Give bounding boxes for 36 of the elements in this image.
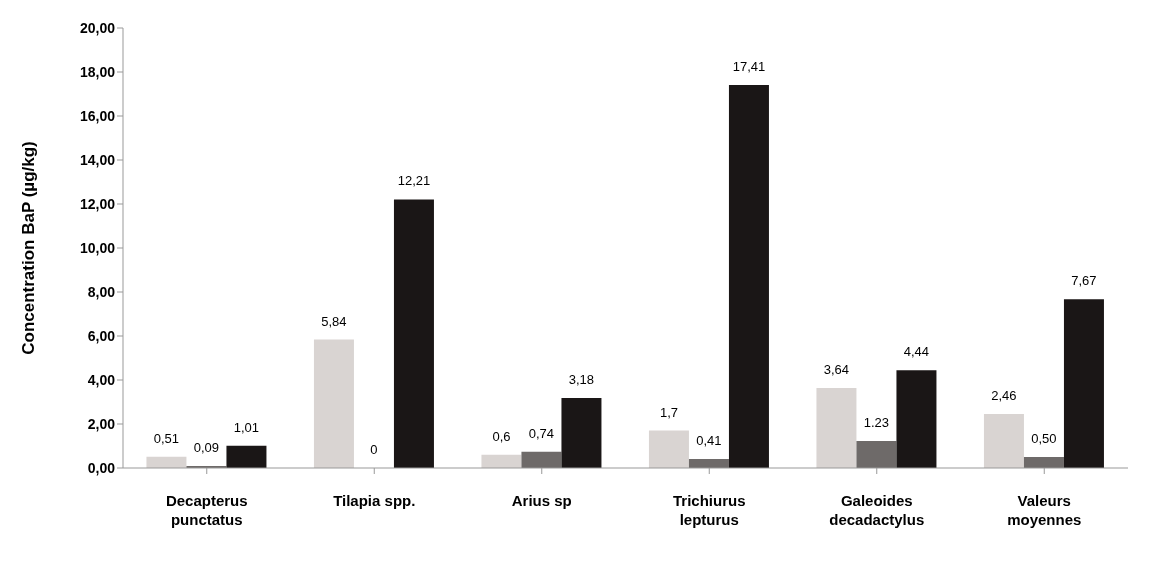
y-tick-label: 10,00 (79, 239, 116, 256)
data-label: 3,18 (568, 372, 595, 388)
data-label: 3,64 (823, 361, 850, 377)
data-label: 1.23 (863, 414, 890, 430)
y-tick-label: 4,00 (87, 371, 116, 388)
x-tick-label: Decapterus punctatus (165, 492, 248, 528)
y-tick-label: 14,00 (79, 151, 116, 168)
y-tick-label: 0,00 (87, 459, 116, 476)
y-tick-label: 16,00 (79, 107, 116, 124)
data-label: 0 (370, 441, 378, 457)
x-tick-label: Valeurs moyennes (1007, 492, 1082, 528)
y-tick-label: 8,00 (87, 283, 116, 300)
y-tick-label: 2,00 (87, 415, 116, 432)
x-tick-label: Trichiurus lepturus (672, 492, 746, 528)
data-label: 0,09 (193, 440, 220, 456)
data-label: 5,84 (321, 313, 347, 329)
data-label: 0,6 (492, 428, 511, 444)
x-tick-label: Galeoides decadactylus (829, 492, 925, 528)
data-label: 0,41 (696, 432, 722, 448)
x-tick-label: Tilapia spp. (333, 492, 416, 509)
x-tick-label: Arius sp (511, 492, 572, 509)
data-label: 0,51 (153, 430, 180, 446)
data-label: 7,67 (1071, 273, 1097, 289)
data-label: 2,46 (991, 387, 1017, 403)
y-tick-label: 12,00 (79, 195, 116, 212)
y-tick-label: 6,00 (87, 327, 116, 344)
data-label: 4,44 (903, 344, 930, 360)
data-label: 0,50 (1031, 431, 1057, 446)
y-axis-title: Concentration BaP (µg/kg) (19, 141, 39, 355)
data-label: 1,01 (233, 419, 260, 435)
y-tick-label: 20,00 (79, 19, 116, 36)
data-label: 17,41 (732, 58, 766, 74)
data-label: 0,74 (528, 425, 555, 441)
data-label: 12,21 (397, 173, 431, 189)
y-tick-label: 18,00 (79, 63, 116, 80)
data-label: 1,7 (659, 404, 678, 420)
